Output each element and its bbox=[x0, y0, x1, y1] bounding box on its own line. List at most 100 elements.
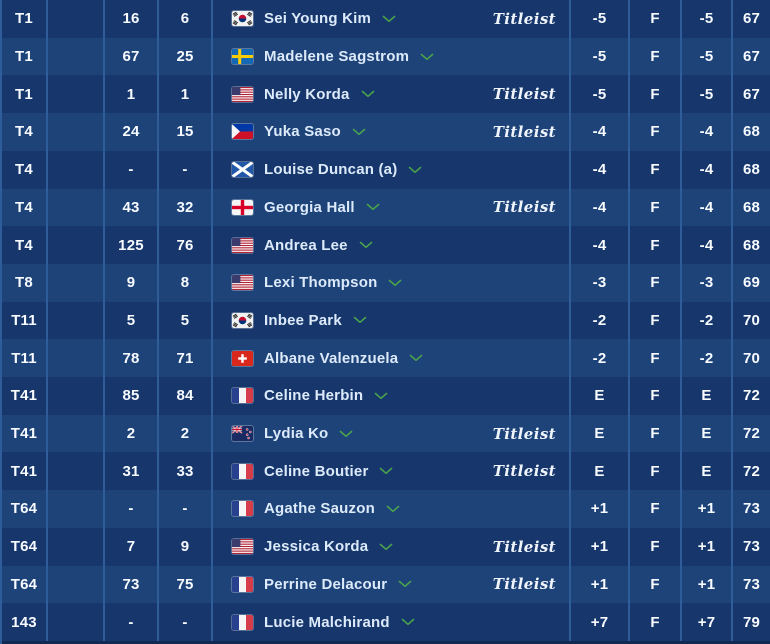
rank-stat2-cell: - bbox=[159, 490, 213, 528]
player-cell[interactable]: Perrine Delacour Titleist bbox=[213, 565, 571, 604]
page-background-strip bbox=[2, 641, 770, 644]
round-score-cell: 72 bbox=[742, 387, 761, 405]
player-name[interactable]: Andrea Lee bbox=[264, 236, 348, 254]
chevron-down-icon[interactable] bbox=[388, 279, 402, 287]
sponsor-titleist-logo: Titleist bbox=[492, 198, 556, 217]
table-row: 143 - - Lucie Malchirand +7 F +7 79 bbox=[2, 603, 770, 641]
rank-stat2-cell: 1 bbox=[159, 75, 213, 114]
player-name[interactable]: Lucie Malchirand bbox=[264, 613, 390, 631]
rank-stat2-cell: 9 bbox=[159, 527, 213, 566]
rank-stat2-cell: 71 bbox=[159, 339, 213, 378]
position-cell: T4 bbox=[2, 226, 48, 264]
rank-stat2-cell: - bbox=[159, 603, 213, 641]
chevron-down-icon[interactable] bbox=[352, 128, 366, 136]
rank-stat2-cell: 76 bbox=[159, 226, 213, 264]
chevron-down-icon[interactable] bbox=[339, 430, 353, 438]
player-cell[interactable]: Agathe Sauzon bbox=[213, 490, 571, 528]
today-score-cell: -3 bbox=[682, 263, 733, 302]
player-name[interactable]: Yuka Saso bbox=[264, 123, 341, 141]
chevron-down-icon[interactable] bbox=[361, 90, 375, 98]
country-flag-icon bbox=[232, 86, 253, 102]
chevron-down-icon[interactable] bbox=[379, 543, 393, 551]
player-cell[interactable]: Louise Duncan (a) bbox=[213, 150, 571, 189]
player-name[interactable]: Georgia Hall bbox=[264, 198, 355, 216]
chevron-down-icon[interactable] bbox=[379, 467, 393, 475]
sponsor-titleist-logo: Titleist bbox=[492, 537, 556, 556]
round-score-cell: 69 bbox=[742, 274, 761, 292]
country-flag-icon bbox=[232, 124, 253, 140]
chevron-down-icon[interactable] bbox=[408, 166, 422, 174]
player-name[interactable]: Celine Boutier bbox=[264, 462, 369, 480]
total-score-cell: +7 bbox=[571, 603, 630, 641]
player-name[interactable]: Albane Valenzuela bbox=[264, 349, 399, 367]
player-name[interactable]: Sei Young Kim bbox=[264, 10, 372, 28]
chevron-down-icon[interactable] bbox=[374, 392, 388, 400]
player-cell[interactable]: Lucie Malchirand bbox=[213, 603, 571, 641]
total-score-cell: -2 bbox=[571, 339, 630, 378]
table-row: T11 78 71 Albane Valenzuela -2 F -2 70 bbox=[2, 339, 770, 378]
country-flag-icon bbox=[232, 275, 253, 291]
player-cell[interactable]: Inbee Park bbox=[213, 301, 571, 340]
rank-stat1-cell: 31 bbox=[105, 452, 159, 491]
rank-stat1-cell: 2 bbox=[105, 414, 159, 453]
rank-stat1-cell: 67 bbox=[105, 37, 159, 76]
position-cell: T1 bbox=[2, 37, 48, 76]
thru-cell: F bbox=[630, 565, 682, 604]
thru-cell: F bbox=[630, 263, 682, 302]
player-name[interactable]: Inbee Park bbox=[264, 311, 342, 329]
rank-stat1-cell: 24 bbox=[105, 113, 159, 151]
today-score-cell: -2 bbox=[682, 339, 733, 378]
movement-cell bbox=[48, 0, 105, 38]
thru-cell: F bbox=[630, 452, 682, 491]
player-cell[interactable]: Sei Young Kim Titleist bbox=[213, 0, 571, 38]
player-cell[interactable]: Jessica Korda Titleist bbox=[213, 527, 571, 566]
rank-stat2-cell: 6 bbox=[159, 0, 213, 38]
player-name[interactable]: Louise Duncan (a) bbox=[264, 161, 398, 179]
player-cell[interactable]: Georgia Hall Titleist bbox=[213, 188, 571, 227]
round-score-cell: 72 bbox=[742, 425, 761, 443]
thru-cell: F bbox=[630, 377, 682, 415]
thru-cell: F bbox=[630, 339, 682, 378]
chevron-down-icon[interactable] bbox=[366, 203, 380, 211]
today-score-cell: -4 bbox=[682, 113, 733, 151]
today-score-cell: -4 bbox=[682, 226, 733, 264]
player-name[interactable]: Lydia Ko bbox=[264, 425, 329, 443]
table-row: T4 43 32 Georgia Hall Titleist -4 F -4 6… bbox=[2, 188, 770, 227]
movement-cell bbox=[48, 263, 105, 302]
player-name[interactable]: Celine Herbin bbox=[264, 387, 364, 405]
total-score-cell: +1 bbox=[571, 527, 630, 566]
chevron-down-icon[interactable] bbox=[398, 580, 412, 588]
player-cell[interactable]: Lexi Thompson bbox=[213, 263, 571, 302]
total-score-cell: +1 bbox=[571, 490, 630, 528]
round-score-cell: 72 bbox=[742, 462, 761, 480]
player-cell[interactable]: Lydia Ko Titleist bbox=[213, 414, 571, 453]
chevron-down-icon[interactable] bbox=[382, 15, 396, 23]
movement-cell bbox=[48, 113, 105, 151]
thru-cell: F bbox=[630, 301, 682, 340]
player-cell[interactable]: Madelene Sagstrom bbox=[213, 37, 571, 76]
sponsor-titleist-logo: Titleist bbox=[492, 424, 556, 443]
chevron-down-icon[interactable] bbox=[359, 241, 373, 249]
player-cell[interactable]: Celine Herbin bbox=[213, 377, 571, 415]
chevron-down-icon[interactable] bbox=[420, 53, 434, 61]
player-cell[interactable]: Yuka Saso Titleist bbox=[213, 113, 571, 151]
position-cell: T4 bbox=[2, 188, 48, 227]
player-name[interactable]: Lexi Thompson bbox=[264, 274, 378, 292]
chevron-down-icon[interactable] bbox=[386, 505, 400, 513]
player-cell[interactable]: Celine Boutier Titleist bbox=[213, 452, 571, 491]
player-name[interactable]: Nelly Korda bbox=[264, 85, 350, 103]
chevron-down-icon[interactable] bbox=[353, 316, 367, 324]
player-name[interactable]: Perrine Delacour bbox=[264, 575, 388, 593]
chevron-down-icon[interactable] bbox=[401, 618, 415, 626]
player-cell[interactable]: Albane Valenzuela bbox=[213, 339, 571, 378]
player-name[interactable]: Madelene Sagstrom bbox=[264, 48, 410, 66]
movement-cell bbox=[48, 75, 105, 114]
player-name[interactable]: Jessica Korda bbox=[264, 538, 369, 556]
player-name[interactable]: Agathe Sauzon bbox=[264, 500, 375, 518]
thru-cell: F bbox=[630, 75, 682, 114]
player-cell[interactable]: Andrea Lee bbox=[213, 226, 571, 264]
total-score-cell: E bbox=[571, 377, 630, 415]
total-score-cell: E bbox=[571, 452, 630, 491]
chevron-down-icon[interactable] bbox=[409, 354, 423, 362]
player-cell[interactable]: Nelly Korda Titleist bbox=[213, 75, 571, 114]
